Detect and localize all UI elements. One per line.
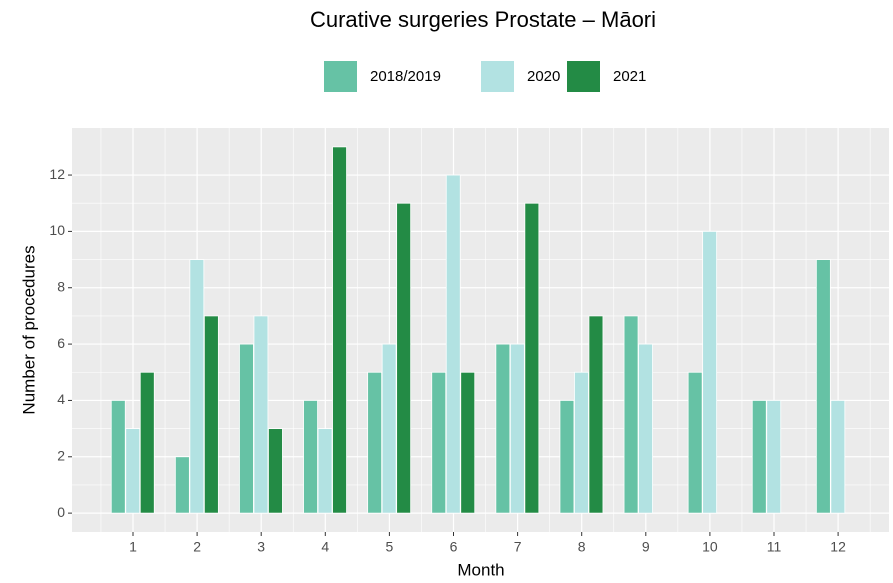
bar: [751, 400, 767, 514]
bar: [303, 400, 318, 514]
bar: [638, 343, 653, 514]
bar: [381, 343, 397, 514]
legend-label: 2020: [527, 68, 560, 85]
y-tick-label: 0: [57, 504, 65, 520]
bar: [574, 371, 589, 514]
bar: [367, 371, 383, 514]
legend-key: [324, 61, 357, 92]
bar: [317, 428, 333, 514]
x-tick-label: 5: [386, 539, 394, 555]
bar: [588, 315, 604, 514]
bar: [509, 343, 525, 514]
y-tick-label: 2: [57, 447, 65, 463]
bar: [174, 456, 190, 514]
x-tick-label: 7: [514, 539, 522, 555]
bar: [239, 343, 254, 514]
x-tick-label: 3: [257, 539, 265, 555]
bar: [524, 202, 540, 514]
x-tick-label: 11: [767, 539, 782, 555]
bar: [431, 371, 447, 514]
chart-title: Curative surgeries Prostate – Māori: [310, 7, 656, 32]
legend-label: 2018/2019: [370, 68, 441, 85]
y-tick-label: 6: [57, 335, 65, 351]
bar: [396, 202, 412, 514]
bar: [495, 343, 511, 514]
bar: [702, 230, 718, 514]
bar: [815, 259, 831, 514]
bar: [687, 371, 703, 514]
y-axis-label: Number of procedures: [19, 245, 38, 414]
legend-key: [481, 61, 514, 92]
y-tick-label: 4: [57, 391, 65, 407]
bar: [445, 174, 461, 514]
y-tick-label: 8: [57, 278, 65, 294]
x-tick-label: 10: [702, 539, 718, 555]
bar: [203, 315, 219, 514]
bar: [253, 315, 269, 514]
bar: [460, 371, 476, 514]
bar: [559, 400, 575, 514]
x-tick-label: 12: [830, 539, 846, 555]
bar: [110, 400, 126, 514]
bar: [139, 371, 155, 514]
x-tick-label: 4: [321, 539, 329, 555]
x-tick-label: 1: [129, 539, 137, 555]
bar: [125, 428, 141, 514]
y-tick-label: 10: [49, 222, 65, 238]
x-tick-label: 2: [193, 539, 201, 555]
bar: [766, 400, 782, 514]
bar: [830, 400, 846, 514]
bar: [268, 428, 283, 514]
y-tick-label: 12: [49, 166, 65, 182]
x-tick-label: 6: [450, 539, 458, 555]
bar: [623, 315, 639, 514]
bar: [332, 146, 347, 514]
x-axis-label: Month: [457, 560, 504, 579]
legend-label: 2021: [613, 68, 646, 85]
legend-key: [567, 61, 600, 92]
bar: [189, 259, 205, 514]
x-tick-label: 8: [578, 539, 586, 555]
x-tick-label: 9: [642, 539, 650, 555]
